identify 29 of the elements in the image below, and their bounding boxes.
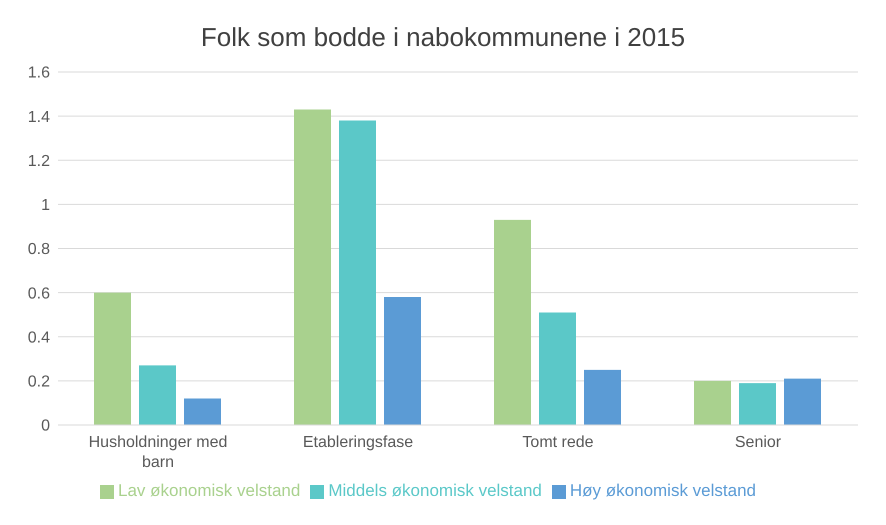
y-tick-label: 0.2: [28, 374, 50, 391]
bar: [184, 398, 221, 425]
bar: [539, 312, 576, 425]
x-tick-label: Husholdninger med barn: [88, 434, 228, 471]
y-tick-label: 0: [41, 418, 50, 435]
y-tick-label: 0.8: [28, 241, 50, 258]
y-tick-label: 1.4: [28, 108, 50, 126]
x-tick-label: Senior: [734, 434, 782, 451]
y-tick-label: 1: [41, 197, 50, 214]
bar: [739, 383, 776, 425]
y-tick-label: 0.6: [28, 285, 50, 302]
legend-label: Lav økonomisk velstand: [118, 481, 300, 500]
x-tick-label: Etableringsfase: [302, 434, 414, 451]
y-tick-label: 1.2: [28, 152, 50, 170]
x-tick-label: Tomt rede: [522, 434, 594, 451]
bar: [384, 297, 421, 425]
bar: [784, 378, 821, 425]
bar: [94, 292, 131, 425]
y-tick-label: 1.6: [28, 64, 50, 82]
bar: [339, 120, 376, 425]
bar: [584, 370, 621, 425]
bar: [494, 220, 531, 425]
legend-label: Middels økonomisk velstand: [328, 481, 542, 500]
y-tick-label: 0.4: [28, 329, 50, 346]
chart-title: Folk som bodde i nabokommunene i 2015: [200, 21, 686, 54]
legend-label: Høy økonomisk velstand: [570, 481, 756, 500]
bar: [139, 365, 176, 425]
bar: [294, 110, 331, 425]
bar: [694, 380, 731, 425]
